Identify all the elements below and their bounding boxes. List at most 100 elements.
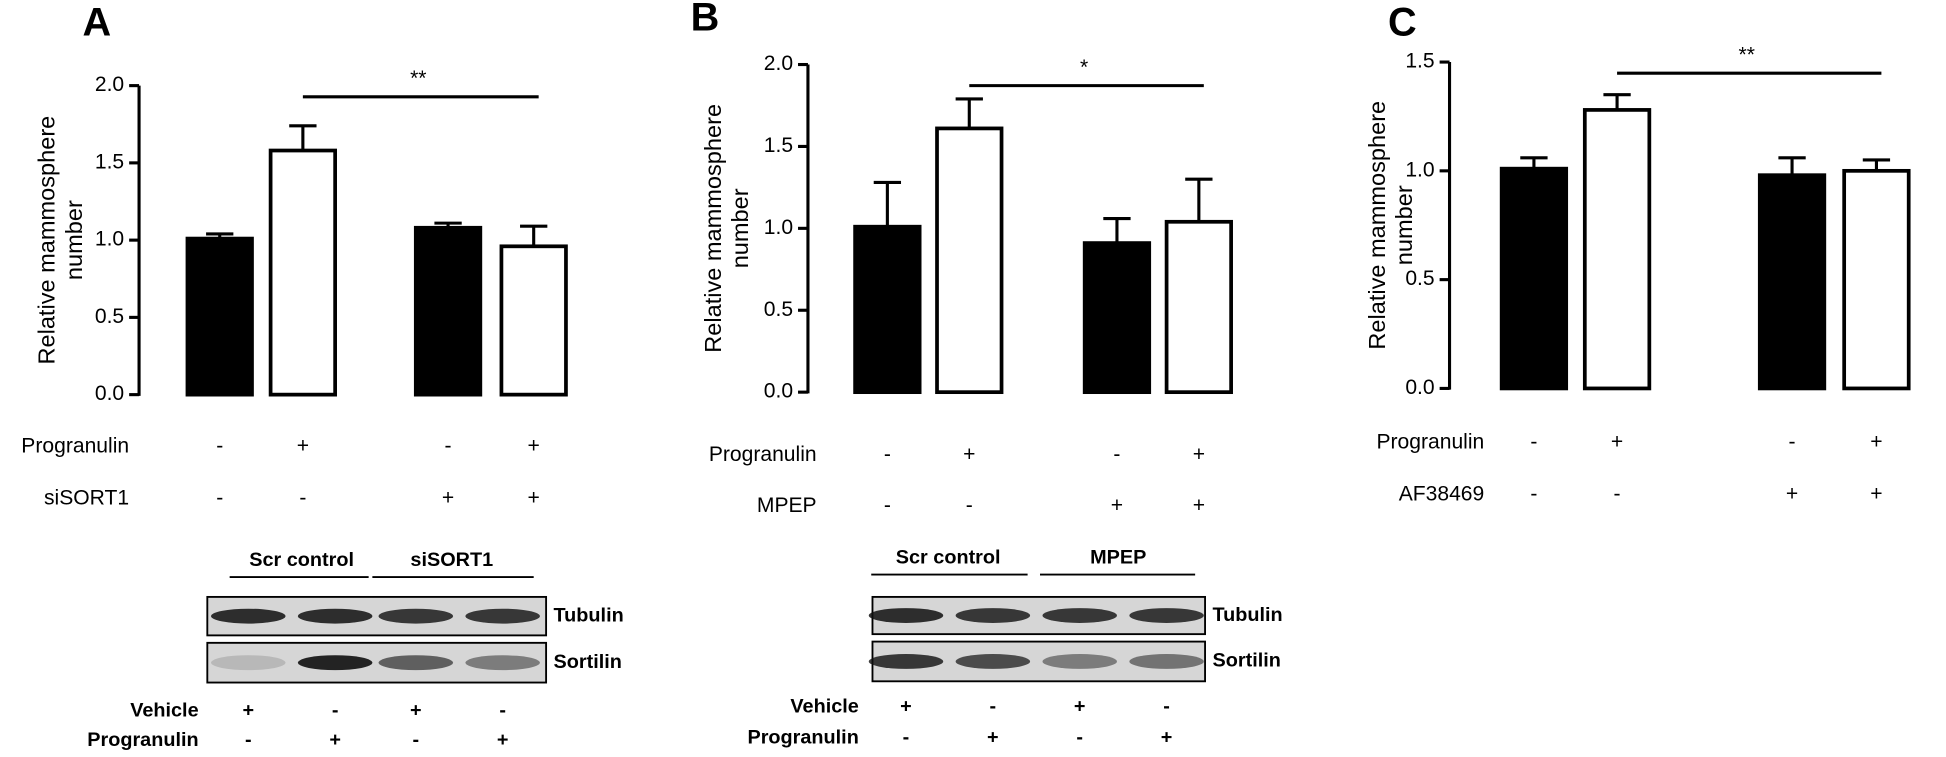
y-axis-label-line: Relative mammosphere	[1364, 101, 1390, 350]
y-tick-label: 0.5	[764, 298, 793, 321]
panel-label: C	[1388, 0, 1417, 44]
condition-mark: -	[216, 434, 223, 457]
y-tick-label: 1.0	[1405, 158, 1434, 181]
condition-name: Progranulin	[1376, 431, 1484, 454]
bar	[185, 236, 254, 397]
condition-mark: +	[528, 434, 540, 457]
blot-band	[297, 655, 373, 671]
blot-condition-name: Vehicle	[130, 699, 198, 721]
blot-band	[868, 653, 944, 669]
y-axis-label-line: Relative mammosphere	[700, 104, 726, 353]
blot-condition-mark: +	[410, 699, 422, 721]
blot-condition-mark: -	[332, 699, 339, 721]
blot-band	[1129, 608, 1204, 623]
y-tick-label: 0.5	[95, 305, 124, 328]
blot-condition-mark: -	[903, 727, 910, 749]
condition-mark: -	[1530, 431, 1537, 454]
condition-mark: -	[216, 486, 223, 509]
y-axis-label: Relative mammospherenumber	[700, 104, 753, 353]
bar	[1082, 241, 1152, 395]
y-axis-label-line: number	[727, 188, 753, 268]
y-tick-label: 1.5	[1405, 50, 1434, 73]
bar	[1757, 173, 1827, 391]
condition-mark: +	[1870, 431, 1882, 454]
blot-band	[1129, 653, 1204, 669]
blot-condition-mark: -	[245, 729, 252, 751]
condition-mark: +	[1786, 483, 1798, 506]
significance-label: **	[410, 67, 426, 90]
blot-band	[378, 655, 454, 671]
blot-condition-mark: +	[329, 729, 341, 751]
condition-mark: +	[1870, 483, 1882, 506]
blot-band	[378, 608, 454, 624]
blot-box	[206, 641, 548, 684]
bar	[853, 224, 922, 395]
blot-band	[297, 608, 373, 624]
blot-condition-mark: +	[900, 696, 912, 718]
condition-mark: +	[1193, 443, 1205, 466]
blot-condition-name: Vehicle	[790, 696, 858, 718]
y-tick-label: 1.5	[764, 134, 793, 157]
blot-label: Tubulin	[1213, 604, 1283, 626]
blot-condition-mark: -	[1076, 727, 1083, 749]
blot-condition-mark: -	[412, 729, 419, 751]
condition-mark: +	[963, 443, 975, 466]
y-tick-label: 0.0	[764, 380, 793, 403]
blot-condition-mark: +	[1074, 696, 1086, 718]
blot-band	[465, 608, 540, 624]
blot-group: MPEP	[1090, 547, 1146, 569]
blot-band	[1042, 608, 1117, 623]
condition-name: AF38469	[1399, 483, 1485, 506]
y-tick-label: 0.0	[1405, 376, 1434, 399]
blot-band	[868, 608, 944, 623]
y-tick-label: 2.0	[95, 73, 124, 96]
y-axis-label: Relative mammospherenumber	[1364, 101, 1417, 350]
y-tick-label: 1.0	[764, 216, 793, 239]
bar	[1582, 108, 1652, 391]
y-axis-label-line: Relative mammosphere	[34, 116, 60, 365]
blot-band	[955, 653, 1031, 669]
bar	[1499, 166, 1569, 391]
condition-mark: +	[1611, 431, 1623, 454]
condition-name: MPEP	[757, 494, 817, 517]
condition-mark: -	[966, 494, 973, 517]
y-axis-label-line: number	[1391, 185, 1417, 265]
blot-condition-mark: +	[242, 699, 254, 721]
condition-mark: -	[884, 443, 891, 466]
blot-condition-name: Progranulin	[747, 727, 858, 749]
bar	[499, 244, 568, 397]
blot-label: Tubulin	[554, 604, 624, 626]
condition-mark: +	[528, 486, 540, 509]
bar	[1164, 219, 1233, 395]
panel-label: B	[691, 0, 720, 39]
blot-group: siSORT1	[410, 549, 493, 571]
condition-name: siSORT1	[44, 486, 129, 509]
condition-mark: +	[297, 434, 309, 457]
y-axis-label: Relative mammospherenumber	[34, 116, 87, 365]
bar	[413, 225, 483, 397]
bar	[1842, 168, 1911, 391]
blot-label: Sortilin	[554, 651, 622, 673]
blot-condition-mark: +	[987, 727, 999, 749]
condition-mark: -	[1530, 483, 1537, 506]
condition-mark: +	[1193, 494, 1205, 517]
blot-condition-mark: -	[1163, 696, 1170, 718]
blot-group: Scr control	[249, 549, 354, 571]
condition-mark: +	[442, 486, 454, 509]
condition-mark: +	[1111, 494, 1123, 517]
condition-mark: -	[1113, 443, 1120, 466]
blot-label: Sortilin	[1213, 650, 1281, 672]
blot-condition-mark: +	[1161, 727, 1173, 749]
blot-condition-mark: -	[499, 699, 506, 721]
y-tick-label: 0.0	[95, 382, 124, 405]
y-tick-label: 0.5	[1405, 267, 1434, 290]
blot-band	[211, 608, 286, 624]
condition-name: Progranulin	[21, 434, 129, 457]
blot-band	[955, 608, 1031, 623]
blot-condition-mark: -	[990, 696, 997, 718]
bar	[268, 148, 337, 397]
blot-band	[465, 655, 540, 671]
condition-mark: -	[884, 494, 891, 517]
y-tick-label: 1.0	[95, 228, 124, 251]
